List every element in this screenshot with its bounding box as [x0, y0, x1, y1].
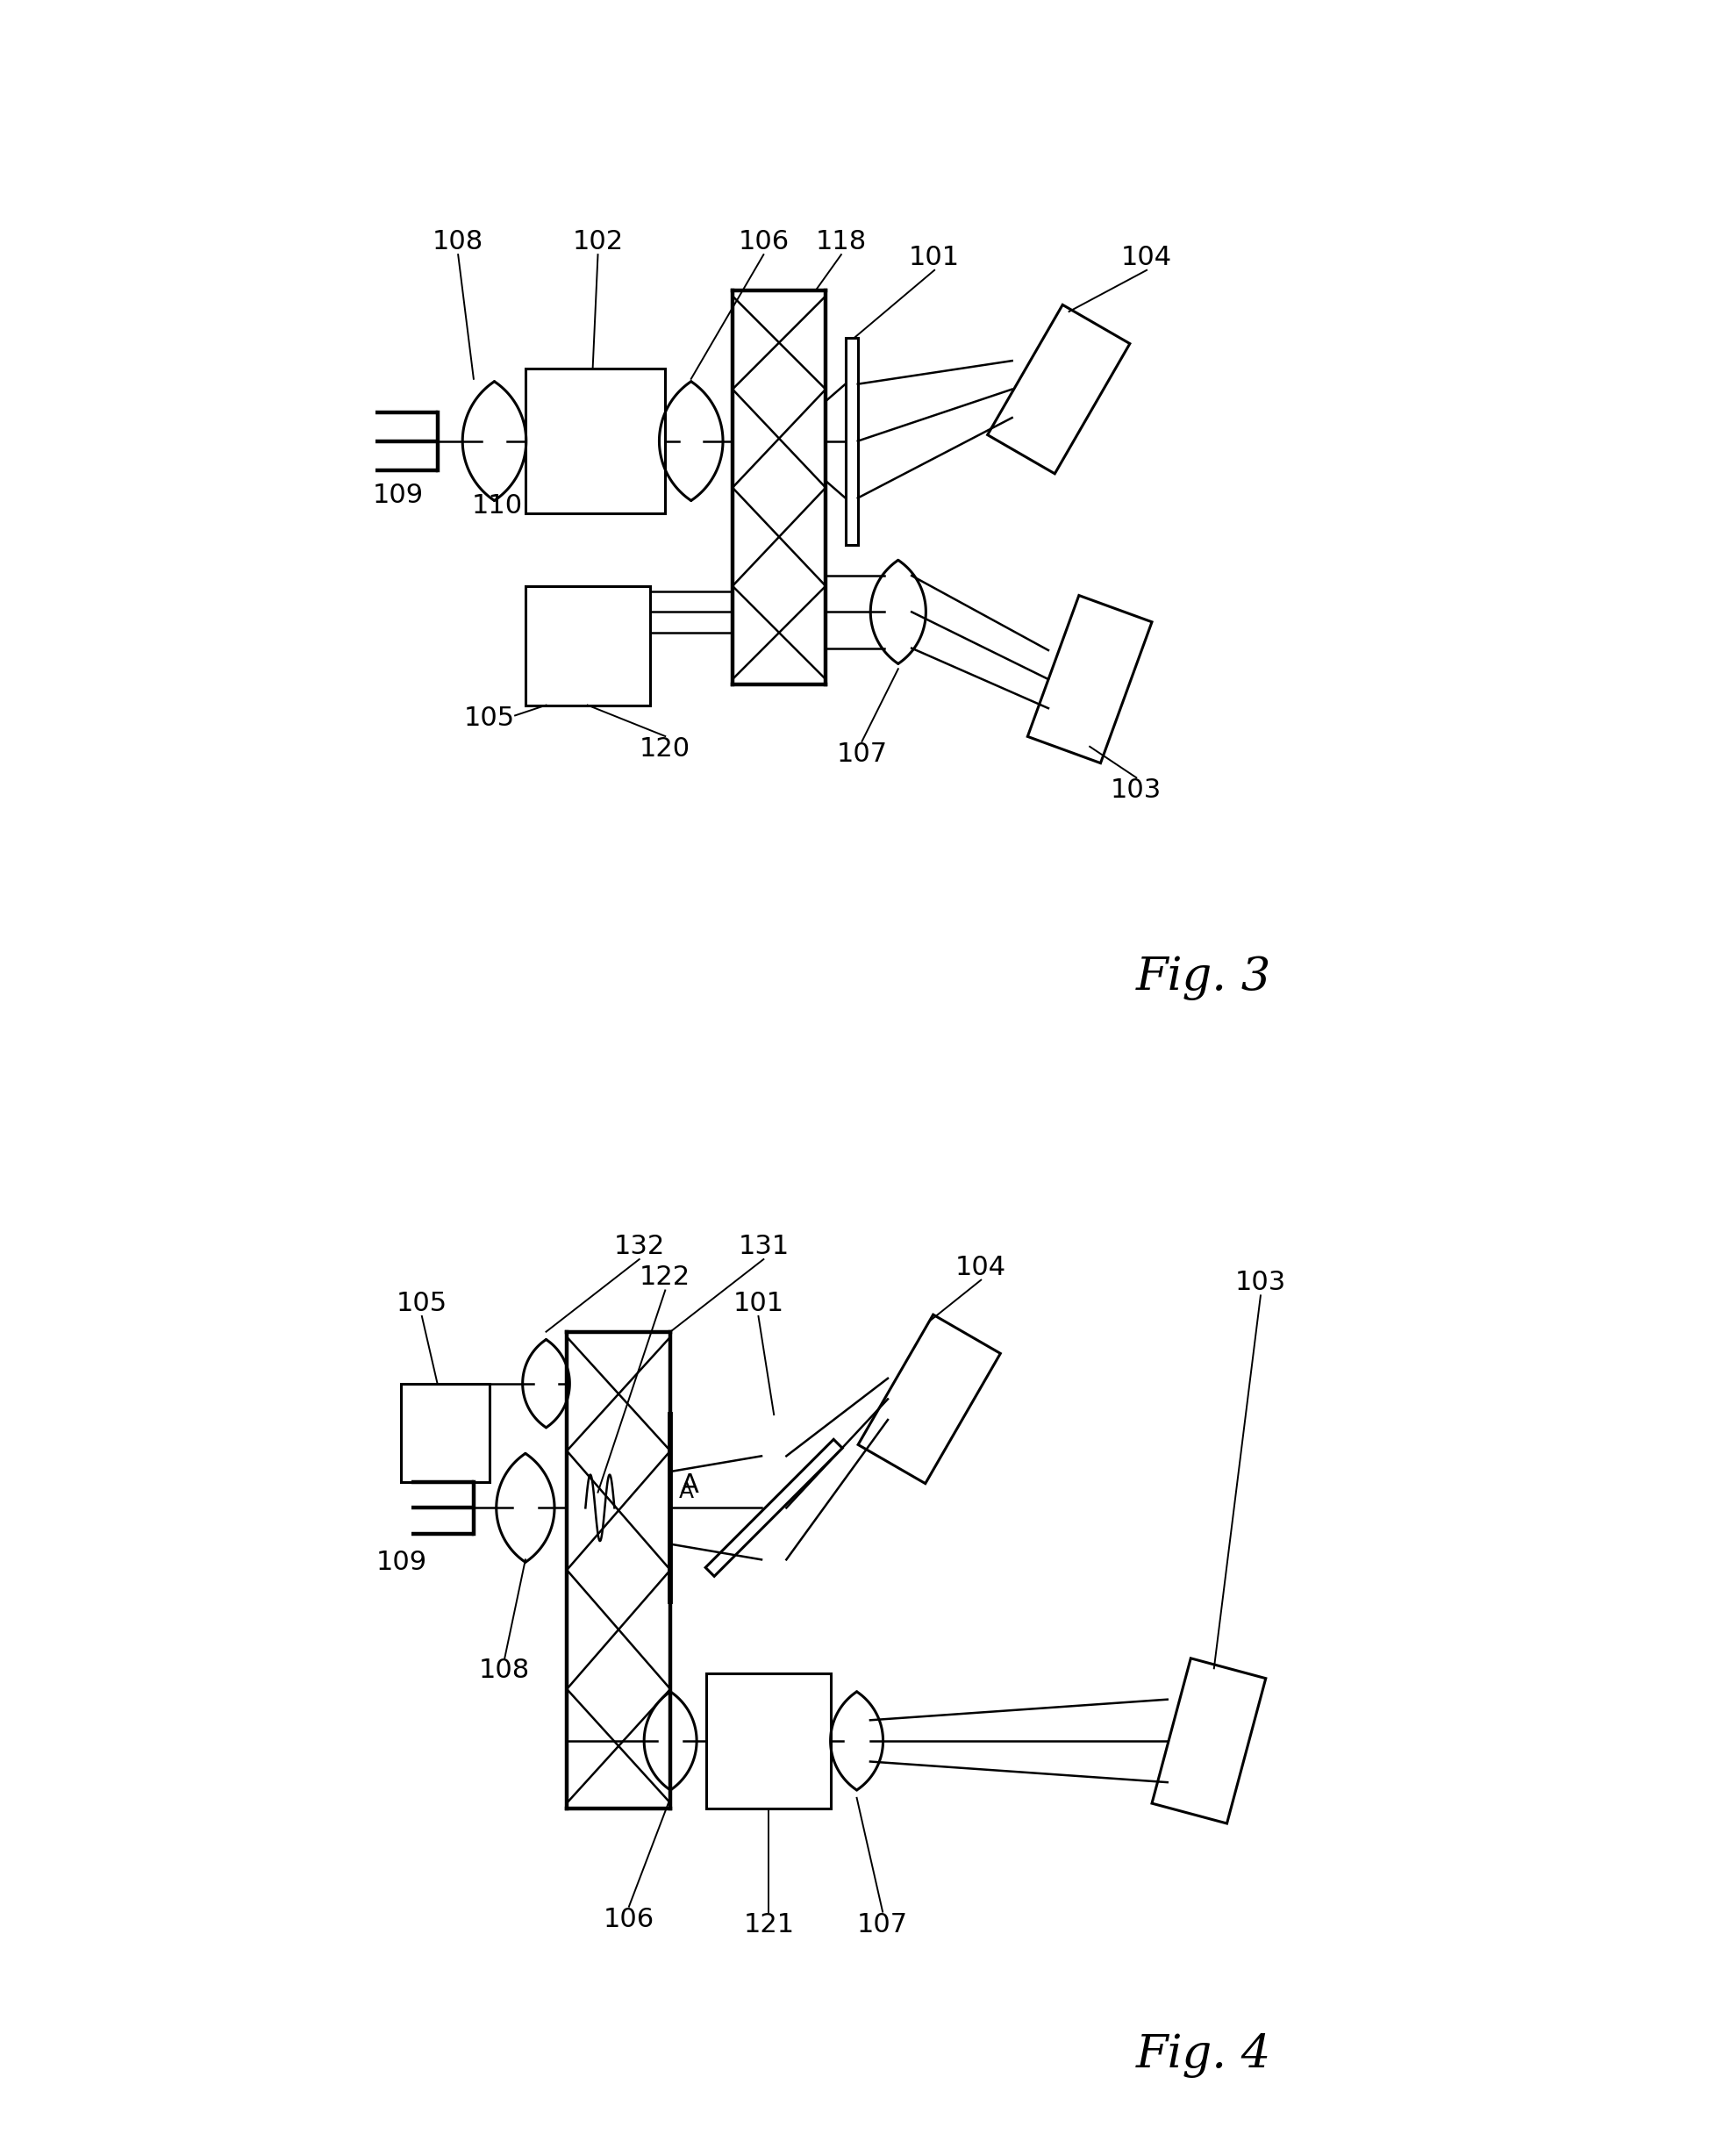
Text: 132: 132 — [613, 1233, 665, 1259]
Polygon shape — [1151, 1658, 1265, 1824]
Polygon shape — [987, 304, 1129, 474]
Text: 103: 103 — [1234, 1270, 1285, 1296]
Text: 121: 121 — [743, 1912, 794, 1938]
Polygon shape — [401, 1384, 489, 1481]
Text: 104: 104 — [1120, 244, 1172, 270]
Text: 106: 106 — [603, 1906, 655, 1932]
Text: 122: 122 — [639, 1266, 691, 1289]
Polygon shape — [706, 1673, 830, 1809]
Text: A: A — [681, 1473, 700, 1498]
Text: 120: 120 — [639, 735, 691, 761]
Polygon shape — [844, 338, 858, 545]
Polygon shape — [1027, 595, 1151, 763]
Text: 118: 118 — [815, 229, 867, 254]
Polygon shape — [858, 1315, 999, 1483]
Text: 106: 106 — [737, 229, 789, 254]
Text: 101: 101 — [732, 1291, 784, 1315]
Text: 105: 105 — [463, 705, 515, 731]
Text: 102: 102 — [572, 229, 624, 254]
Text: Fig. 4: Fig. 4 — [1135, 2033, 1270, 2078]
Polygon shape — [705, 1440, 843, 1576]
Text: 101: 101 — [908, 244, 960, 270]
Text: 108: 108 — [479, 1658, 531, 1684]
Text: Fig. 3: Fig. 3 — [1135, 955, 1270, 1000]
Text: A: A — [679, 1481, 693, 1503]
Polygon shape — [526, 369, 665, 513]
Text: 103: 103 — [1110, 778, 1161, 802]
Text: 109: 109 — [372, 483, 424, 509]
Text: 131: 131 — [737, 1233, 789, 1259]
Text: 109: 109 — [376, 1550, 426, 1574]
Text: 107: 107 — [836, 742, 887, 768]
Text: 108: 108 — [432, 229, 484, 254]
Polygon shape — [526, 586, 650, 705]
Text: 107: 107 — [856, 1912, 908, 1938]
Text: 105: 105 — [396, 1291, 448, 1315]
Text: 104: 104 — [955, 1255, 1006, 1281]
Text: 110: 110 — [472, 494, 522, 517]
